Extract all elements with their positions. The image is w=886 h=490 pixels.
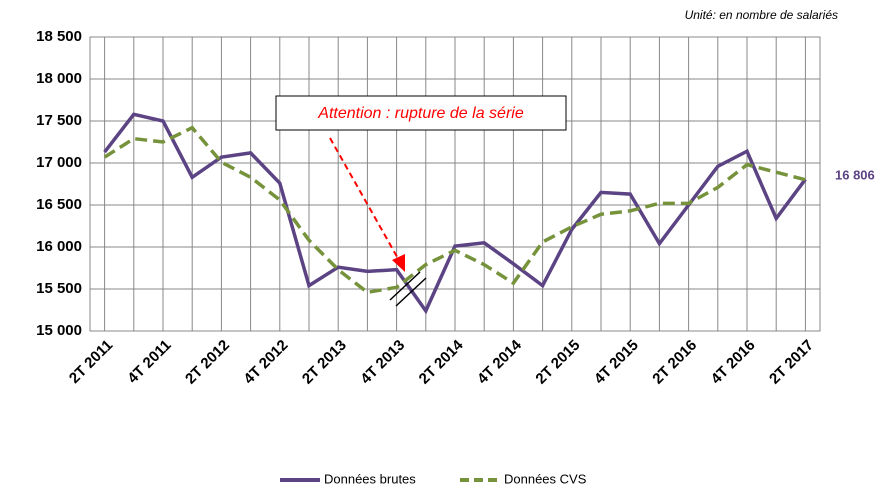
x-tick-label: 2T 2012 xyxy=(182,337,233,388)
x-tick-label: 2T 2017 xyxy=(766,337,817,388)
x-tick-label: 2T 2011 xyxy=(66,337,116,387)
x-tick-label: 4T 2011 xyxy=(124,337,174,387)
series-line xyxy=(103,125,806,295)
y-tick-label: 18 000 xyxy=(36,70,82,87)
end-label: 16 806 xyxy=(835,168,875,183)
unit-note: Unité: en nombre de salariés xyxy=(685,8,838,22)
y-tick-label: 16 500 xyxy=(36,196,82,213)
y-tick-label: 15 000 xyxy=(36,322,82,339)
annotation-box xyxy=(275,95,567,131)
y-tick-label: 16 000 xyxy=(36,238,82,255)
x-tick-label: 2T 2014 xyxy=(416,336,467,387)
x-tick-label: 2T 2013 xyxy=(299,337,350,388)
legend-label: Données CVS xyxy=(504,471,587,486)
x-tick-label: 4T 2012 xyxy=(240,337,291,388)
x-tick-label: 4T 2014 xyxy=(474,336,525,387)
plot-area: 15 000 15 500 16 000 16 500 17 000 17 500 18 0… xyxy=(36,28,875,388)
break-mark xyxy=(395,277,427,307)
legend-label: Données brutes xyxy=(324,471,416,486)
x-tick-label: 2T 2015 xyxy=(532,337,583,388)
x-tick-label: 4T 2016 xyxy=(708,337,759,388)
annotation: Attention : rupture de la série xyxy=(317,105,524,122)
y-tick-label: 17 500 xyxy=(36,112,82,129)
y-tick-label: 18 500 xyxy=(36,28,82,45)
annotation-arrow xyxy=(329,137,401,263)
x-tick-label: 4T 2015 xyxy=(591,337,642,388)
y-tick-label: 15 500 xyxy=(36,280,82,297)
y-tick-label: 17 000 xyxy=(36,154,82,171)
x-tick-label: 4T 2013 xyxy=(357,337,408,388)
arrow-head xyxy=(392,254,405,272)
x-tick-label: 2T 2016 xyxy=(649,337,700,388)
break-mark xyxy=(389,271,421,301)
